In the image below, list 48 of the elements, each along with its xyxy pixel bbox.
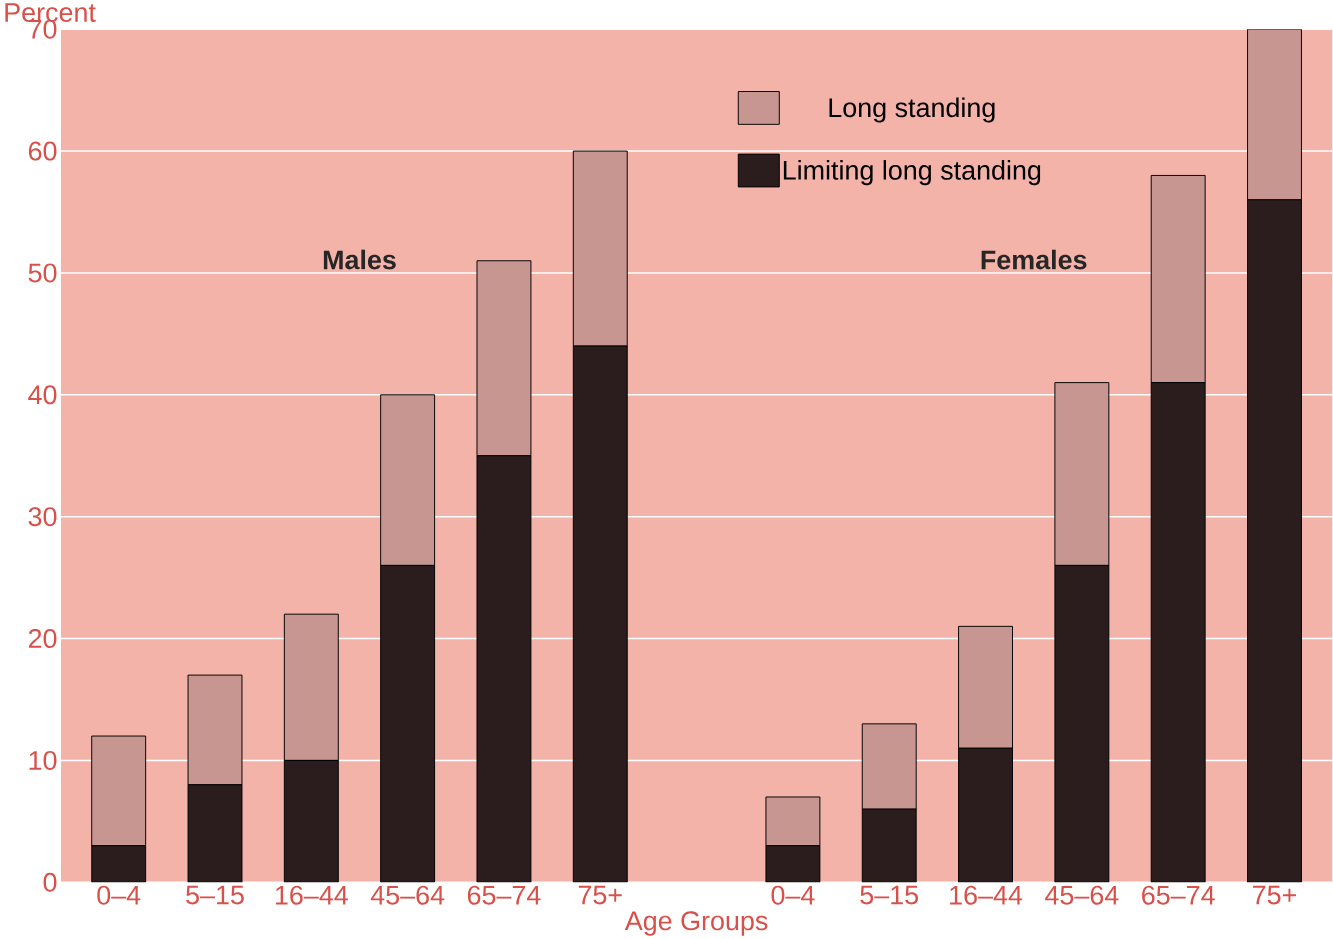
- bar: [861, 808, 917, 883]
- y-tick-label: 30: [28, 507, 57, 527]
- bar: [958, 625, 1013, 749]
- bar: [283, 613, 339, 761]
- legend-label: Long standing: [829, 97, 995, 123]
- x-tick-label: 5–15: [186, 885, 244, 905]
- y-tick-label: 60: [28, 141, 57, 161]
- bar: [1054, 382, 1110, 566]
- bar: [1247, 29, 1302, 201]
- x-tick-label: 16–44: [950, 885, 1023, 905]
- x-tick-label: 65–74: [1142, 885, 1215, 905]
- bar: [1054, 564, 1110, 883]
- x-axis-title: Age Groups: [624, 911, 768, 936]
- y-tick-label: 50: [28, 263, 57, 283]
- x-tick-label: 45–64: [1045, 885, 1119, 905]
- bar: [476, 455, 532, 883]
- bar: [476, 260, 532, 457]
- bar: [1247, 199, 1302, 883]
- bar: [958, 747, 1013, 883]
- bar: [1150, 175, 1206, 384]
- y-tick-label: 0: [43, 872, 57, 892]
- x-tick-label: 16–44: [275, 885, 348, 905]
- x-tick-label: 0–4: [771, 885, 815, 905]
- legend-label: Limiting long standing: [783, 160, 1041, 186]
- y-tick-label: 20: [28, 629, 57, 649]
- bar: [765, 796, 821, 847]
- x-tick-label: 75+: [1253, 885, 1296, 905]
- x-tick-label: 75+: [578, 885, 622, 905]
- bar: [380, 564, 436, 883]
- y-tick-label: 10: [29, 750, 57, 770]
- x-tick-label: 65–74: [467, 885, 541, 905]
- y-tick-label: 40: [28, 385, 57, 405]
- bar: [91, 845, 147, 883]
- bar: [765, 845, 821, 883]
- bar: [283, 759, 339, 883]
- annotation: Males: [323, 249, 396, 270]
- x-tick-label: 45–64: [370, 885, 445, 905]
- bar: [380, 394, 436, 566]
- annotation: Females: [981, 249, 1087, 270]
- x-tick-label: 0–4: [97, 885, 141, 905]
- bar: [91, 735, 147, 847]
- bar: [187, 674, 243, 786]
- bar: [861, 723, 917, 810]
- bar: [572, 345, 628, 883]
- x-tick-label: 5–15: [860, 885, 919, 905]
- bar: [1150, 382, 1206, 883]
- bar: [572, 150, 628, 347]
- bar: [187, 784, 243, 883]
